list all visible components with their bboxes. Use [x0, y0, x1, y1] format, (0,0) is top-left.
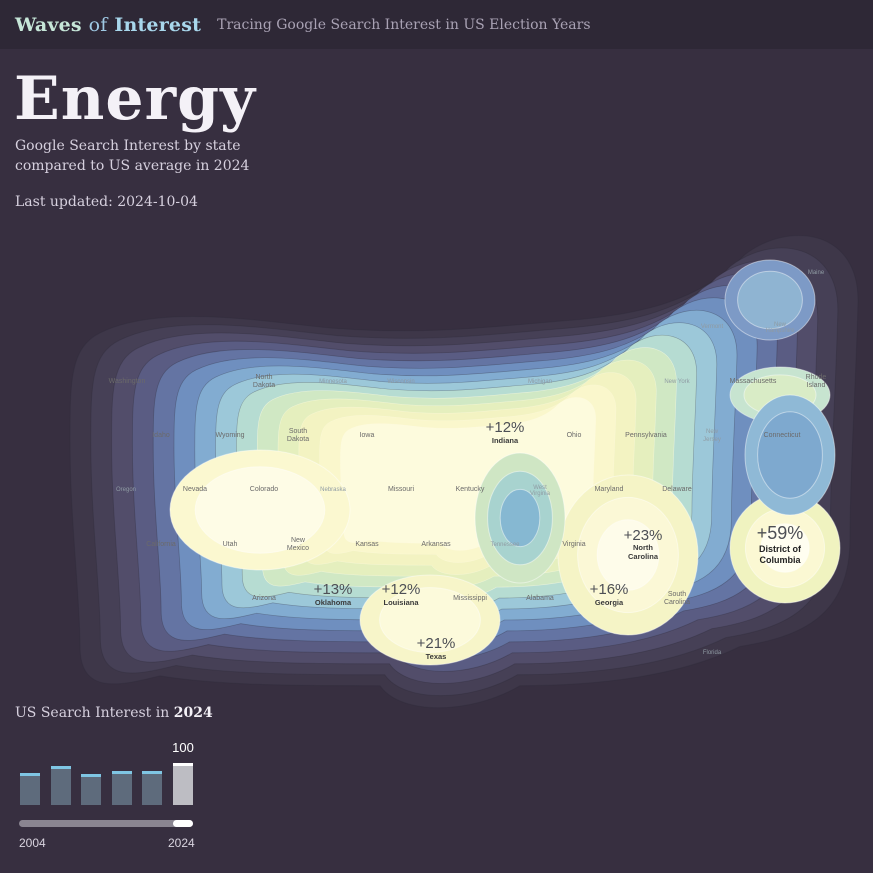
slider-end-year: 2024 — [168, 836, 195, 850]
value-north-carolina[interactable]: +23% — [624, 527, 663, 544]
bars-title: US Search Interest in 2024 — [15, 705, 213, 721]
label-ohio[interactable]: Ohio — [567, 432, 582, 439]
brand-word-waves: Waves — [15, 13, 82, 36]
year-bar[interactable] — [51, 766, 71, 805]
year-bar-cap — [173, 763, 193, 766]
label-maine[interactable]: Maine — [808, 270, 825, 276]
label-colorado[interactable]: Colorado — [250, 486, 279, 493]
year-bar-cap — [20, 773, 40, 776]
label-louisiana[interactable]: Louisiana — [383, 598, 419, 607]
bars-title-prefix: US Search Interest in — [15, 705, 170, 721]
label-maryland[interactable]: Maryland — [595, 486, 624, 493]
year-bar-fill — [81, 777, 101, 805]
label-north-dakota[interactable]: North Dakota — [253, 374, 275, 389]
value-texas[interactable]: +21% — [417, 635, 456, 652]
label-south-carolina[interactable]: South Carolina — [664, 591, 690, 606]
year-bar-cap — [112, 771, 132, 774]
label-massachusetts[interactable]: Massachusetts — [730, 378, 777, 385]
label-kentucky[interactable]: Kentucky — [456, 486, 485, 493]
label-idaho[interactable]: Idaho — [152, 432, 170, 439]
contour-spot — [194, 466, 326, 554]
label-nebraska[interactable]: Nebraska — [320, 487, 346, 493]
contour-spot — [499, 488, 541, 548]
label-new-jersey[interactable]: New Jersey — [703, 429, 721, 443]
value-louisiana[interactable]: +12% — [382, 581, 421, 598]
topic-title: Energy — [14, 64, 256, 134]
last-updated: Last updated: 2024-10-04 — [15, 194, 198, 210]
contour-spot — [737, 270, 803, 330]
label-south-dakota[interactable]: South Dakota — [287, 428, 309, 443]
label-new-york[interactable]: New York — [664, 379, 690, 385]
year-bar-cap — [142, 771, 162, 774]
label-delaware[interactable]: Delaware — [662, 486, 692, 493]
year-slider-thumb[interactable] — [173, 820, 193, 827]
label-california[interactable]: California — [146, 541, 176, 548]
label-indiana[interactable]: Indiana — [492, 436, 519, 445]
label-washington[interactable]: Washington — [109, 378, 146, 385]
label-minnesota[interactable]: Minnesota — [319, 379, 347, 385]
year-bar-fill — [20, 776, 40, 805]
year-bar-cap — [81, 774, 101, 777]
brand-word-interest: Interest — [114, 13, 202, 36]
label-new-hampshire[interactable]: New Hampshire — [765, 322, 795, 334]
label-florida[interactable]: Florida — [703, 650, 722, 656]
bars-title-year: 2024 — [173, 705, 213, 721]
value-georgia[interactable]: +16% — [590, 581, 629, 598]
contour-spot — [760, 523, 810, 573]
label-mississippi[interactable]: Mississippi — [453, 595, 487, 602]
year-bar-fill — [142, 774, 162, 805]
label-arizona[interactable]: Arizona — [252, 595, 276, 602]
year-bar-fill — [112, 774, 132, 805]
label-nevada[interactable]: Nevada — [183, 486, 207, 493]
selected-bar-value: 100 — [172, 740, 194, 755]
value-indiana[interactable]: +12% — [486, 419, 525, 436]
topic-subtitle: Google Search Interest by state compared… — [15, 138, 250, 174]
label-georgia[interactable]: Georgia — [595, 598, 624, 607]
label-iowa[interactable]: Iowa — [360, 432, 375, 439]
contour-spot — [379, 587, 481, 653]
value-oklahoma[interactable]: +13% — [314, 581, 353, 598]
label-district-of-columbia[interactable]: District of Columbia — [759, 544, 802, 565]
year-bar[interactable] — [20, 773, 40, 805]
slider-start-year: 2004 — [19, 836, 46, 850]
label-tennessee[interactable]: Tennessee — [490, 542, 520, 548]
year-slider-track[interactable] — [19, 820, 193, 827]
year-bar[interactable] — [173, 763, 193, 805]
state-labels: Washington North Dakota Minnesota Wiscons… — [109, 270, 827, 661]
label-wyoming[interactable]: Wyoming — [215, 432, 244, 439]
label-arkansas[interactable]: Arkansas — [421, 541, 451, 548]
label-kansas[interactable]: Kansas — [355, 541, 379, 548]
label-new-mexico[interactable]: New Mexico — [287, 537, 309, 552]
year-bar[interactable] — [112, 771, 132, 805]
label-rhode-island[interactable]: Rhode Island — [806, 374, 827, 389]
year-bar-fill — [51, 769, 71, 805]
label-oregon[interactable]: Oregon — [116, 487, 136, 493]
label-missouri[interactable]: Missouri — [388, 486, 415, 493]
label-oklahoma[interactable]: Oklahoma — [315, 598, 352, 607]
label-connecticut[interactable]: Connecticut — [764, 432, 801, 439]
contour-spot — [757, 411, 823, 499]
brand-word-of: of — [88, 13, 108, 36]
tagline: Tracing Google Search Interest in US Ele… — [217, 16, 591, 33]
label-utah[interactable]: Utah — [223, 541, 238, 548]
hotspot-layers — [169, 259, 841, 666]
label-wisconsin[interactable]: Wisconsin — [387, 379, 414, 385]
label-west-virginia[interactable]: West Virginia — [530, 485, 551, 497]
label-texas[interactable]: Texas — [426, 652, 447, 661]
year-bar[interactable] — [81, 774, 101, 805]
value-district-of-columbia[interactable]: +59% — [757, 523, 804, 543]
brand-logo[interactable]: Waves of Interest — [15, 14, 201, 36]
year-bar-cap — [51, 766, 71, 769]
label-virginia[interactable]: Virginia — [562, 541, 585, 548]
top-bar: Waves of Interest Tracing Google Search … — [0, 0, 873, 49]
label-vermont[interactable]: Vermont — [701, 324, 724, 330]
year-bar-fill — [173, 766, 193, 805]
label-north-carolina[interactable]: North Carolina — [628, 543, 659, 561]
label-alabama[interactable]: Alabama — [526, 595, 554, 602]
contour-spot — [596, 519, 660, 591]
label-pennsylvania[interactable]: Pennsylvania — [625, 432, 667, 439]
label-michigan[interactable]: Michigan — [528, 379, 552, 385]
year-bar[interactable] — [142, 771, 162, 805]
